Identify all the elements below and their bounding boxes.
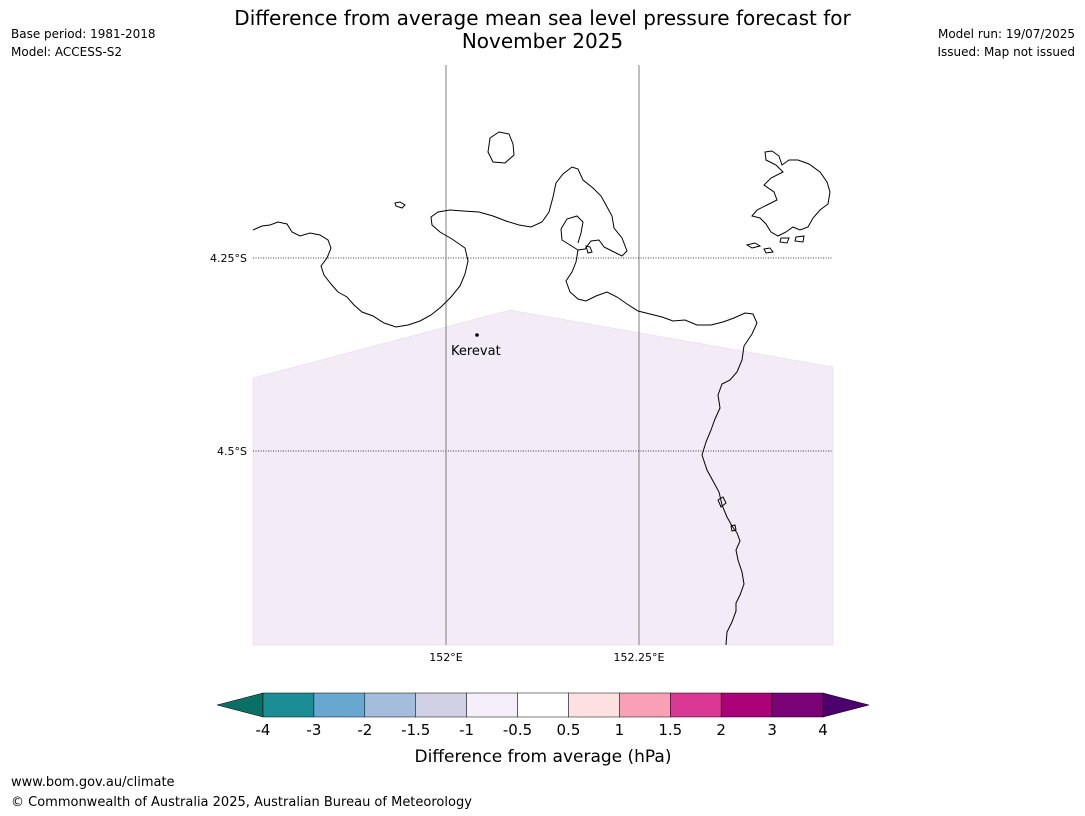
- colorbar-segment: [720, 692, 773, 718]
- islet-ne-3: [779, 237, 790, 244]
- colorbar-tick-label: 1.5: [658, 721, 682, 739]
- colorbar-tick-label: -1.5: [401, 721, 430, 739]
- base-period-text: Base period: 1981-2018: [11, 27, 156, 41]
- lat-label-4-5s: 4.5°S: [217, 445, 247, 458]
- islands-northeast: [751, 150, 831, 237]
- colorbar-tick-label: -4: [256, 721, 271, 739]
- colorbar-segment: [517, 692, 569, 718]
- footer-url[interactable]: www.bom.gov.au/climate: [11, 775, 175, 790]
- colorbar-segment: [262, 692, 315, 718]
- colorbar-tick-label: -1: [459, 721, 474, 739]
- colorbar-tick-label: 3: [767, 721, 777, 739]
- colorbar-segment: [568, 692, 620, 718]
- islet-east-coast-1: [717, 496, 727, 508]
- colorbar-label: Difference from average (hPa): [415, 747, 672, 767]
- map-title: Difference from average mean sea level p…: [200, 7, 885, 53]
- coastline-main: [252, 166, 758, 646]
- colorbar-tick-label: -2: [357, 721, 372, 739]
- colorbar-segment: [771, 692, 824, 718]
- islet-east-coast-2: [730, 524, 737, 532]
- colorbar-segment: [466, 692, 518, 718]
- colorbar-tick-label: 2: [716, 721, 726, 739]
- colorbar-over-arrow: [822, 692, 870, 718]
- colorbar-tick-label: 1: [615, 721, 625, 739]
- meta-left: Base period: 1981-2018 Model: ACCESS-S2: [11, 25, 156, 61]
- lat-label-4-25s: 4.25°S: [210, 252, 247, 265]
- coastlines: [252, 131, 831, 646]
- island-north: [487, 131, 515, 164]
- colorbar-under-arrow: [216, 692, 264, 718]
- islet-ne-2: [763, 247, 774, 254]
- colorbar-segment: [619, 692, 671, 718]
- islet-small-2: [585, 245, 593, 254]
- meta-right: Model run: 19/07/2025 Issued: Map not is…: [937, 25, 1075, 61]
- lon-label-152e: 152°E: [429, 651, 462, 664]
- colorbar-segment: [415, 692, 467, 718]
- colorbar-segment: [670, 692, 722, 718]
- colorbar-segment: [364, 692, 416, 718]
- colorbar: -4 -3 -2 -1.5 -1 -0.5 0.5 1 1.5 2 3 4: [216, 692, 870, 739]
- coastline-inner-bay: [560, 215, 584, 251]
- islet-ne-1: [745, 242, 762, 249]
- anomaly-fill-region: [252, 309, 834, 646]
- islet-small-1: [394, 201, 406, 209]
- colorbar-tick-label: 0.5: [557, 721, 581, 739]
- kerevat-marker: [475, 333, 479, 337]
- islet-ne-4: [794, 235, 805, 243]
- colorbar-tick-label: 4: [818, 721, 828, 739]
- colorbar-tick-label: -3: [306, 721, 321, 739]
- kerevat-label: Kerevat: [451, 344, 501, 359]
- model-run-text: Model run: 19/07/2025: [937, 27, 1075, 41]
- colorbar-tick-label: -0.5: [503, 721, 532, 739]
- colorbar-segment: [313, 692, 366, 718]
- issued-text: Issued: Map not issued: [937, 45, 1075, 59]
- model-text: Model: ACCESS-S2: [11, 45, 123, 59]
- footer-copyright: © Commonwealth of Australia 2025, Austra…: [11, 795, 472, 810]
- lon-label-152-25e: 152.25°E: [614, 651, 665, 664]
- title-line-2: November 2025: [461, 29, 624, 53]
- title-line-1: Difference from average mean sea level p…: [234, 6, 851, 30]
